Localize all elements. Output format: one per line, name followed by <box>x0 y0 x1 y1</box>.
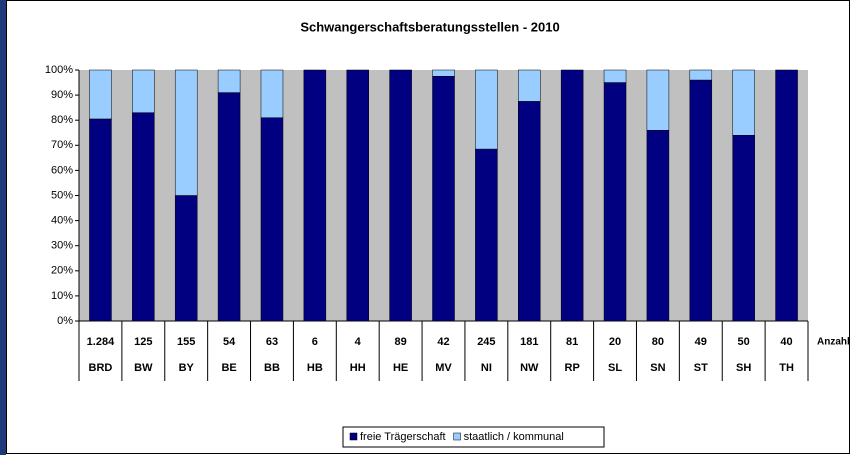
bar-segment <box>260 69 284 118</box>
y-tick-label: 50% <box>51 189 73 201</box>
bar-segment <box>132 69 155 113</box>
y-tick-label: 70% <box>51 139 73 151</box>
bar-segment <box>174 69 198 196</box>
count-label: 54 <box>223 336 236 348</box>
x-tick-label: SL <box>608 362 622 374</box>
x-tick-label: HB <box>307 362 323 374</box>
bar-segment <box>389 69 412 322</box>
bar-segment <box>432 69 455 77</box>
bar-segment <box>518 101 541 322</box>
x-tick-label: SH <box>736 362 751 374</box>
bar-segment <box>689 69 713 81</box>
legend-swatch <box>349 432 358 441</box>
count-label: 20 <box>609 336 621 348</box>
legend-label: staatlich / kommunal <box>464 431 564 443</box>
count-label: 63 <box>266 336 278 348</box>
bar-segment <box>603 82 627 322</box>
y-tick-label: 10% <box>51 290 73 302</box>
bar-segment <box>775 69 798 322</box>
bar-segment <box>732 135 755 322</box>
count-label: 181 <box>520 336 538 348</box>
count-label: 89 <box>394 336 406 348</box>
y-tick-label: 60% <box>51 164 73 176</box>
x-tick-label: SN <box>650 362 665 374</box>
count-label: 50 <box>738 336 750 348</box>
bar-segment <box>518 69 541 102</box>
bar-segment <box>475 148 498 322</box>
bar-segment <box>689 79 713 322</box>
table-row-label: Anzahl <box>817 337 850 348</box>
y-tick-label: 0% <box>57 315 73 327</box>
y-tick-label: 90% <box>51 89 73 101</box>
bar-segment <box>89 69 112 120</box>
bar-segment <box>217 92 241 322</box>
bar-segment <box>303 69 327 322</box>
count-label: 1.284 <box>87 336 115 348</box>
bar-segment <box>174 195 198 322</box>
count-label: 40 <box>780 336 792 348</box>
window-edge <box>0 0 6 455</box>
bar-segment <box>603 69 627 83</box>
count-label: 42 <box>437 336 449 348</box>
count-label: 155 <box>177 336 195 348</box>
x-tick-label: NW <box>520 362 539 374</box>
y-tick-label: 20% <box>51 265 73 277</box>
x-tick-label: BE <box>221 362 236 374</box>
x-tick-label: TH <box>779 362 794 374</box>
bar-segment <box>646 69 670 131</box>
x-tick-label: MV <box>435 362 452 374</box>
count-label: 6 <box>312 336 318 348</box>
legend-swatch <box>453 432 461 441</box>
x-tick-label: BW <box>134 362 153 374</box>
y-tick-label: 30% <box>51 240 73 252</box>
x-tick-label: RP <box>565 362 580 374</box>
bar-segment <box>432 76 455 322</box>
x-tick-label: BY <box>179 362 195 374</box>
count-label: 81 <box>566 336 578 348</box>
bar-segment <box>132 112 155 322</box>
bar-segment <box>646 129 670 322</box>
count-label: 125 <box>134 336 152 348</box>
x-tick-label: NI <box>481 362 492 374</box>
count-label: 245 <box>477 336 495 348</box>
x-tick-label: HE <box>393 362 408 374</box>
count-label: 4 <box>355 336 362 348</box>
bar-segment <box>560 69 584 322</box>
y-tick-label: 100% <box>45 64 73 76</box>
x-tick-label: BRD <box>89 362 113 374</box>
x-tick-label: HH <box>350 362 366 374</box>
bar-segment <box>346 69 369 322</box>
legend-label: freie Trägerschaft <box>360 431 446 443</box>
count-label: 80 <box>652 336 664 348</box>
count-label: 49 <box>695 336 707 348</box>
chart-title: Schwangerschaftsberatungsstellen - 2010 <box>300 19 559 34</box>
legend-frame <box>342 426 605 448</box>
x-tick-label: BB <box>264 362 280 374</box>
bar-segment <box>89 118 112 322</box>
y-tick-label: 40% <box>51 215 73 227</box>
y-tick-label: 80% <box>51 114 73 126</box>
bar-segment <box>475 69 498 150</box>
bar-segment <box>732 69 755 136</box>
x-tick-label: ST <box>694 362 708 374</box>
bar-segment <box>217 69 241 93</box>
bar-segment <box>260 117 284 322</box>
